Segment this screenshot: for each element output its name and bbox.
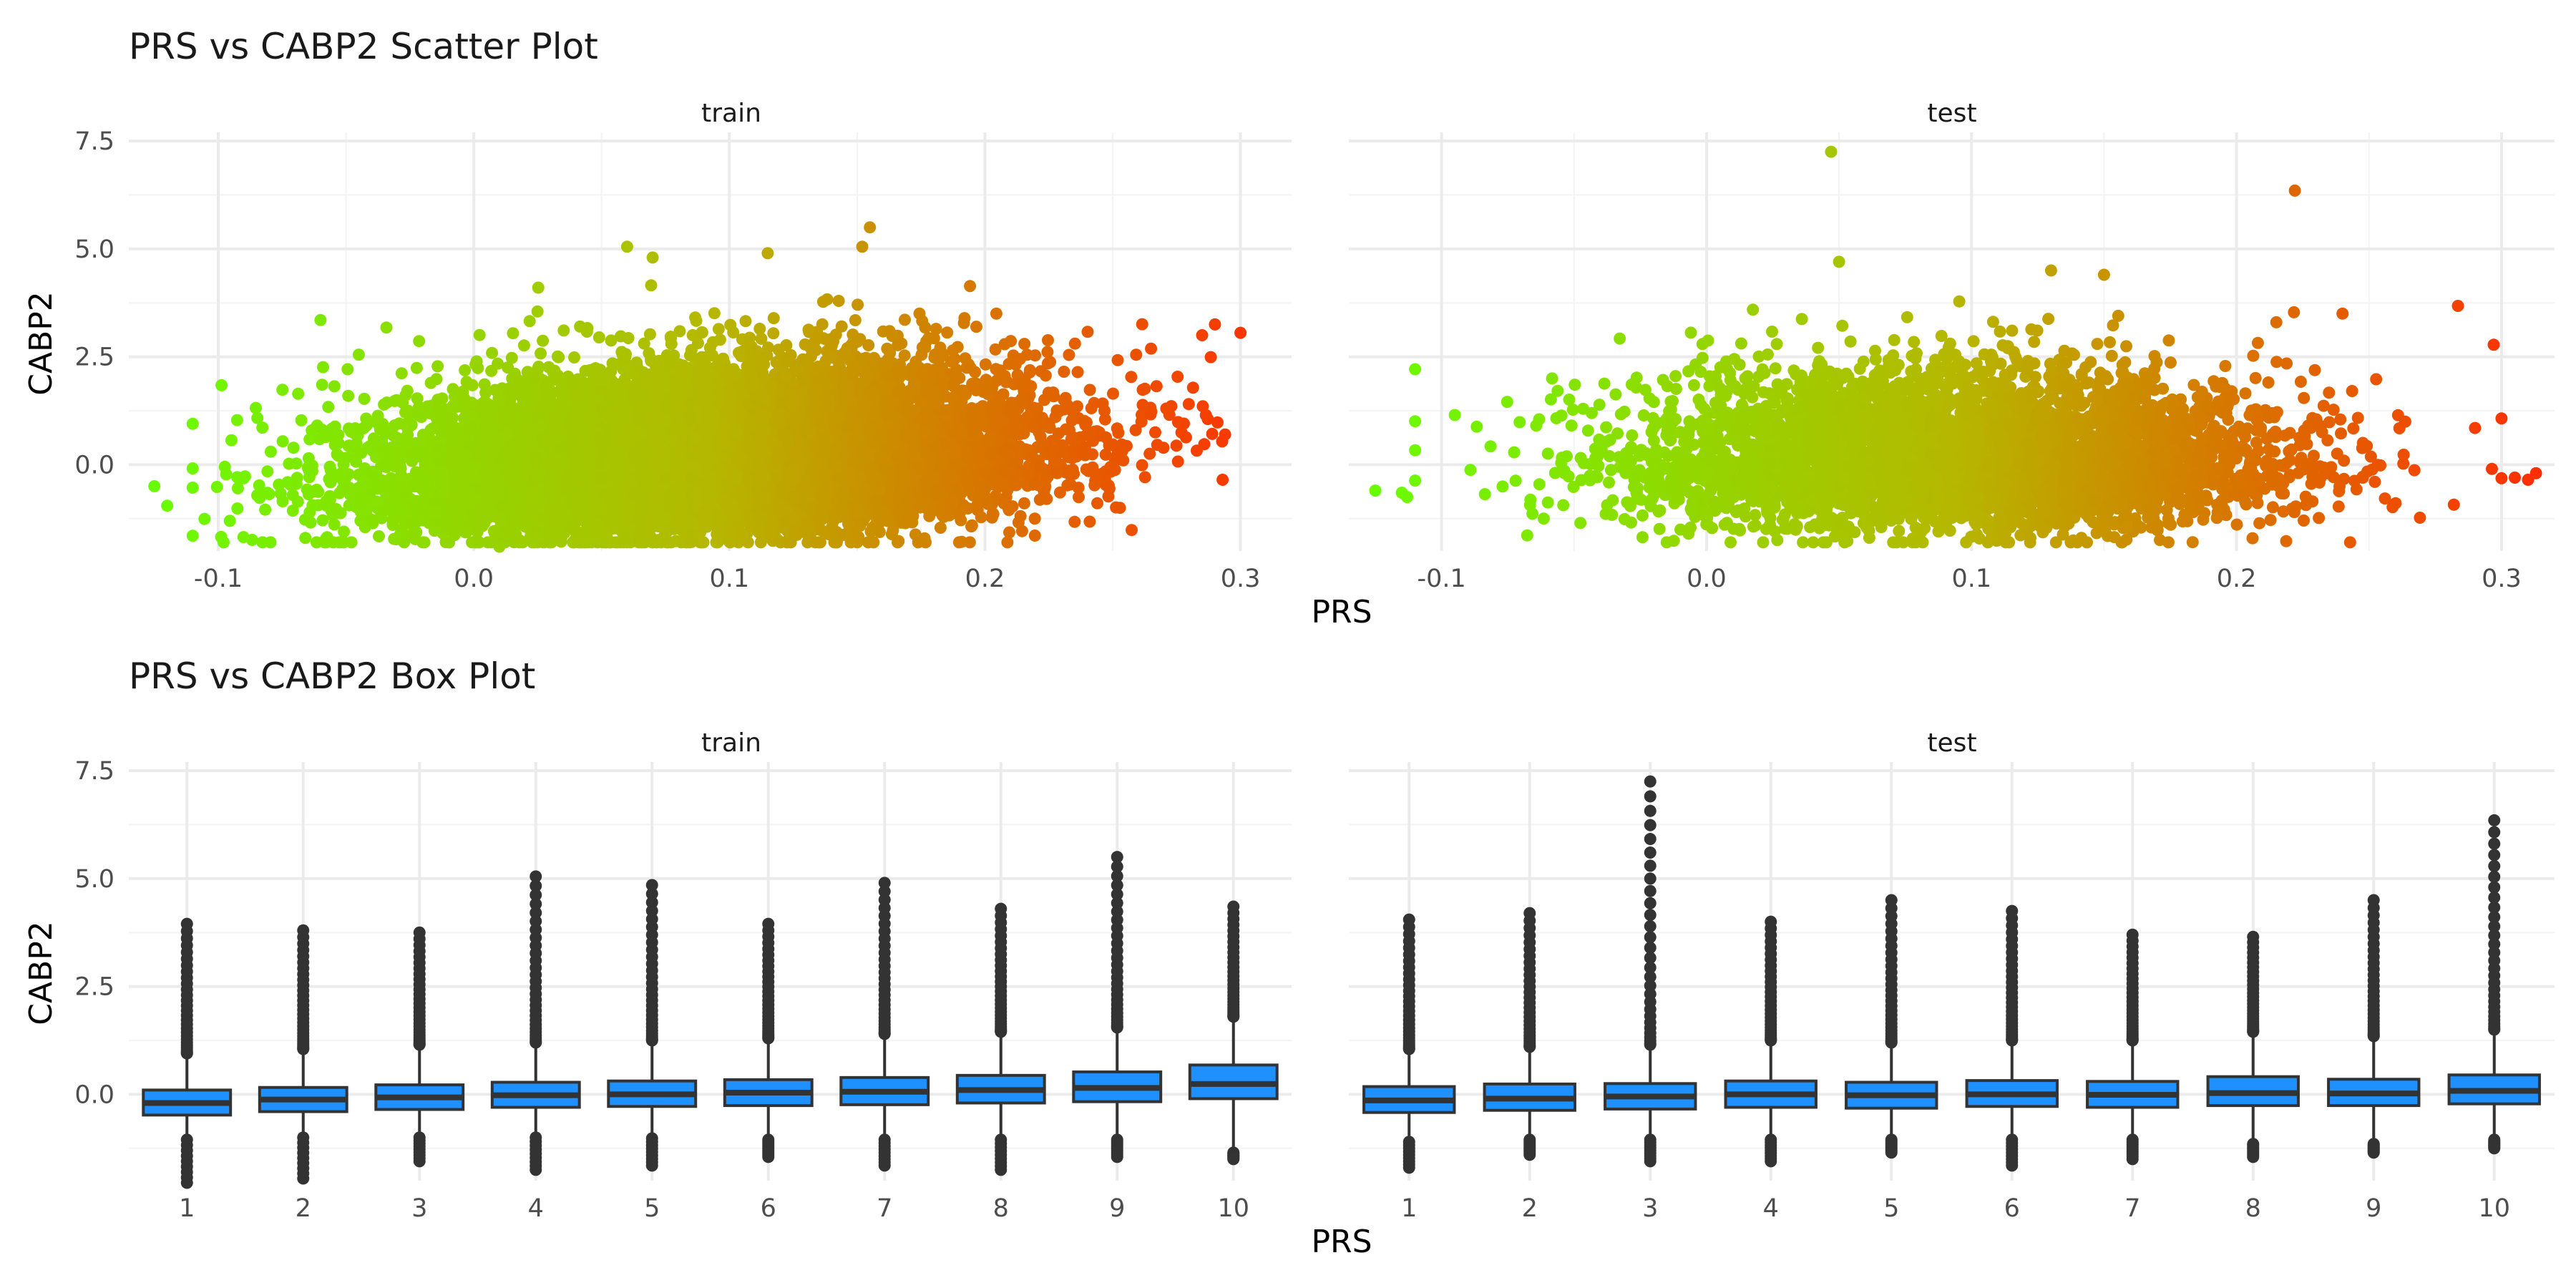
scatter-point [767, 327, 780, 340]
scatter-point [537, 334, 550, 347]
scatter-y-tick-label: 0.0 [74, 451, 114, 479]
scatter-point [743, 331, 756, 344]
scatter-point [970, 321, 982, 333]
scatter-point [568, 351, 580, 364]
scatter-point [934, 522, 947, 534]
scatter-point [990, 307, 1002, 320]
scatter-point [231, 482, 244, 494]
scatter-panel-train: 0.0 2.5 5.0 7.5 -0.1 0.0 0.1 0.2 0.3 [74, 127, 1292, 593]
scatter-point [1039, 369, 1052, 382]
scatter-point [1041, 346, 1054, 358]
scatter-point [1028, 530, 1041, 542]
scatter-point [259, 503, 272, 516]
scatter-point [1112, 426, 1125, 439]
scatter-y-tick-label: 5.0 [74, 235, 114, 264]
scatter-point [767, 312, 780, 325]
scatter-x-tick-label: 0.0 [454, 565, 494, 593]
scatter-point [862, 339, 875, 351]
scatter-point [1068, 515, 1081, 528]
scatter-point [535, 347, 547, 360]
scatter-title: PRS vs CABP2 Scatter Plot [129, 26, 598, 67]
scatter-point [1138, 471, 1151, 484]
scatter-point [198, 512, 211, 525]
scatter-point [186, 462, 199, 475]
scatter-point [1136, 459, 1148, 472]
scatter-point [1083, 384, 1096, 396]
scatter-point [215, 379, 228, 391]
scatter-point [1171, 371, 1184, 383]
scatter-point [322, 401, 335, 414]
scatter-x-tick-label: 0.2 [965, 565, 1005, 593]
scatter-point [964, 280, 977, 293]
scatter-point [1150, 380, 1163, 393]
scatter-x-tick-label: 0.1 [709, 565, 749, 593]
scatter-strip-test: test [1927, 99, 1976, 128]
scatter-point [238, 470, 251, 483]
scatter-point [443, 536, 456, 549]
scatter-point [299, 532, 312, 545]
scatter-point [941, 326, 954, 339]
scatter-point [1170, 439, 1183, 452]
scatter-x-axis-title: PRS [1311, 594, 1372, 630]
scatter-y-tick-label: 7.5 [74, 127, 114, 156]
scatter-point [1211, 416, 1224, 429]
scatter-x-tick-label: 0.3 [1221, 565, 1261, 593]
scatter-point [622, 332, 635, 344]
scatter-point [220, 468, 233, 481]
scatter-chart: PRS vs CABP2 Scatter Plot CABP2 PRS trai… [23, 26, 2555, 630]
scatter-point [1018, 338, 1031, 351]
scatter-point [328, 380, 341, 393]
scatter-point [291, 495, 304, 508]
scatter-point [410, 361, 423, 374]
scatter-point [1234, 326, 1247, 339]
scatter-y-axis-title: CABP2 [23, 291, 59, 396]
scatter-point [287, 441, 300, 454]
scatter-strip-train: train [701, 99, 761, 128]
scatter-point [186, 530, 199, 542]
scatter-point [431, 360, 444, 373]
scatter-y-tick-label: 2.5 [74, 343, 114, 372]
scatter-x-tick-label: -0.1 [194, 565, 243, 593]
scatter-point [261, 465, 274, 478]
